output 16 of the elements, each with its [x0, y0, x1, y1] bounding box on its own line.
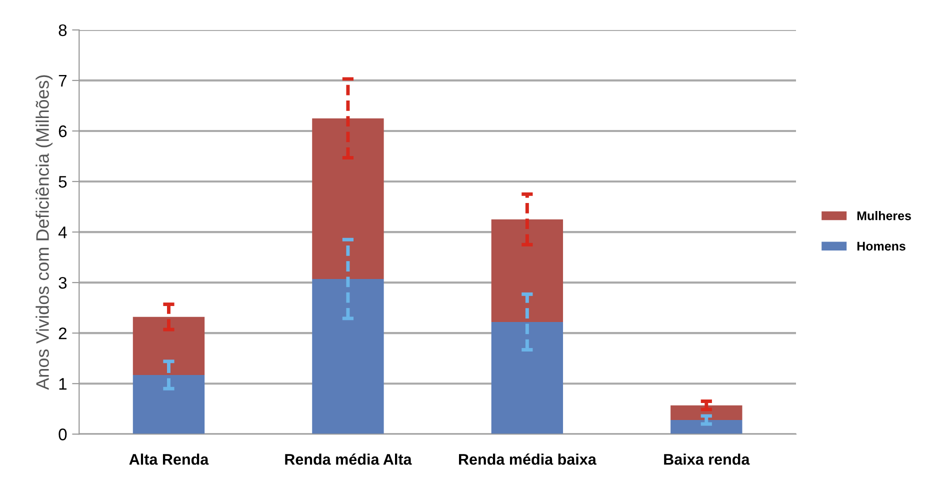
y-tick-label: 6 [58, 125, 67, 138]
y-tick-label: 7 [58, 75, 66, 87]
y-tick-label: 4 [58, 226, 67, 238]
legend-label: Homens [857, 242, 906, 251]
x-tick-label: Baixa renda [664, 454, 750, 465]
y-tick-label: 0 [58, 428, 67, 440]
y-tick-label: 3 [58, 276, 67, 289]
x-tick-label: Renda média baixa [459, 453, 596, 465]
x-tick-label: Renda média Alta [285, 453, 412, 465]
y-tick-label: 2 [58, 327, 66, 340]
y-axis-title: Anos Vividos com Deficiência (Milhões) [36, 75, 52, 390]
legend-label: Mulheres [857, 211, 911, 220]
y-tick-label: 1 [59, 378, 67, 390]
y-tick-label: 8 [58, 24, 67, 36]
y-tick-label: 5 [58, 176, 67, 188]
x-tick-label: Alta Renda [129, 454, 209, 465]
